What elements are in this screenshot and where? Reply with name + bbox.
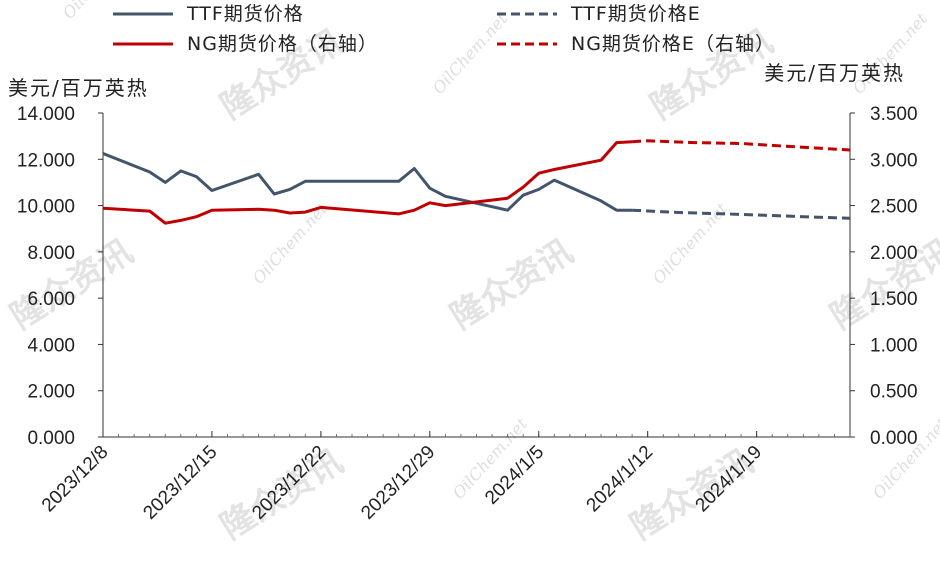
legend-label-1: TTF期货价格E xyxy=(570,3,701,25)
watermark-site: OilChem.net xyxy=(59,0,142,23)
series-layer xyxy=(102,139,851,225)
y-left-tick-label: 0.000 xyxy=(27,428,75,449)
series-line-2 xyxy=(102,140,633,225)
y-right-tick-label: 3.500 xyxy=(870,104,918,125)
legend-label-0: TTF期货价格 xyxy=(186,3,304,25)
x-tick-label: 2023/12/15 xyxy=(139,442,221,524)
x-tick-label: 2023/12/8 xyxy=(38,442,113,517)
legend: TTF期货价格 TTF期货价格E NG期货价格（右轴） NG期货价格E（右轴） xyxy=(113,3,775,55)
y-right-tick-label: 3.000 xyxy=(870,150,918,171)
y-right-tick-label: 1.000 xyxy=(870,335,918,356)
y-left-tick-label: 8.000 xyxy=(27,243,75,264)
y-right-axis-title: 美元/百万英热 xyxy=(764,61,905,85)
y-right-tick-label: 2.000 xyxy=(870,243,918,264)
x-tick-label: 2023/12/29 xyxy=(357,442,439,524)
y-right-tick-label: 0.000 xyxy=(870,428,918,449)
legend-label-2: NG期货价格（右轴） xyxy=(187,33,378,55)
series-line-1 xyxy=(632,208,851,220)
y-left-axis-title: 美元/百万英热 xyxy=(8,76,149,100)
watermark-site: OilChem.net xyxy=(429,9,512,98)
y-right-tick-label: 1.500 xyxy=(870,289,918,310)
y-right-tick-label: 0.500 xyxy=(870,382,918,403)
y-left-tick-label: 14.000 xyxy=(17,104,75,125)
y-left-tick-label: 6.000 xyxy=(27,289,75,310)
y-left-tick-label: 4.000 xyxy=(27,335,75,356)
legend-label-3: NG期货价格E（右轴） xyxy=(571,33,775,55)
series-line-0 xyxy=(102,152,633,212)
y-right-tick-label: 2.500 xyxy=(870,197,918,218)
watermark-brand: 隆众资讯 xyxy=(444,232,581,338)
y-left-tick-label: 10.000 xyxy=(17,197,75,218)
series-line-3 xyxy=(632,139,851,152)
y-left-tick-label: 2.000 xyxy=(27,382,75,403)
y-left-tick-label: 12.000 xyxy=(17,150,75,171)
